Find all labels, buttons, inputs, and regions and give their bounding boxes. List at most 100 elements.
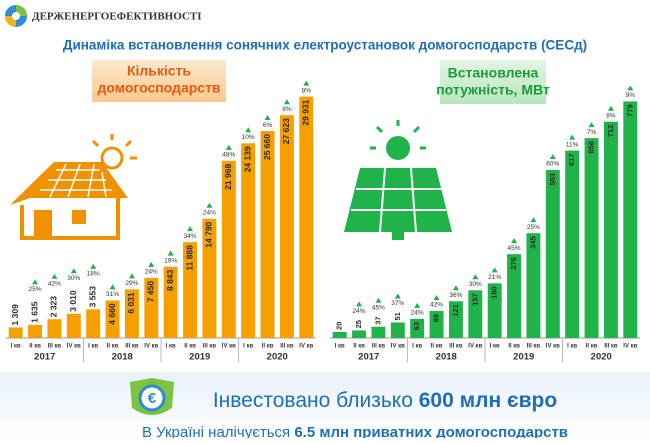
growth-label: 45% [508,245,521,252]
bar [260,131,275,338]
bar [603,121,618,338]
chart-title: Кількість [127,63,191,79]
x-tick-label: I кв [88,344,98,350]
x-tick-label: III кв [449,344,463,350]
growth-arrow [511,238,518,244]
growth-label: 24% [353,308,366,315]
x-tick-label: IV кв [222,344,236,350]
bar [448,301,463,338]
bar [332,331,347,338]
value-label: 658 [587,141,596,154]
invest-prefix: Інвестовано близько [213,389,419,412]
value-label: 779 [625,104,634,117]
bar [124,289,139,338]
euro-logo: € [130,378,174,415]
growth-label: 25% [527,224,540,231]
value-label: 89 [432,314,441,322]
value-label: 24 139 [242,146,252,172]
growth-arrow [167,250,174,256]
growth-arrow [375,297,382,303]
growth-label: 24% [411,310,424,317]
bar [86,309,101,338]
value-label: 276 [509,257,518,270]
value-label: 7 450 [146,281,156,303]
bar [410,318,425,338]
value-label: 63 [412,322,421,330]
growth-arrow [148,261,155,267]
bar [468,290,483,338]
growth-label: 48% [222,152,235,159]
growth-label: 60% [546,161,559,168]
value-label: 157 [470,293,479,306]
bar [545,170,560,338]
x-tick-label: I кв [166,344,176,350]
x-tick-label: I кв [567,344,577,350]
chart-title: домогосподарств [97,80,220,96]
bar [623,101,638,338]
bar [507,254,522,338]
bar [28,324,43,338]
bar [241,143,256,338]
value-label: 6 031 [126,292,136,314]
org-name: ДЕРЖЕНЕРГОЕФЕКТИВНОСТІ [32,11,201,23]
growth-arrow [225,144,232,150]
value-label: 51 [393,312,402,320]
x-tick-label: IV кв [299,344,313,350]
year-label: 2017 [358,352,379,363]
growth-label: 24% [203,209,216,216]
value-label: 553 [548,173,557,186]
growth-label: 45% [372,304,385,311]
bar [66,313,81,338]
page-title: Динаміка встановлення сонячних електроус… [63,38,587,53]
bar [565,150,580,338]
x-tick-label: III кв [125,344,139,350]
growth-arrow [109,284,116,290]
bar [584,138,599,338]
year-label: 2020 [591,352,612,363]
value-label: 20 [335,322,344,330]
value-label: 25 660 [262,134,272,160]
x-tick-label: II кв [431,344,443,350]
x-tick-label: II кв [508,344,520,350]
value-label: 3 553 [87,286,97,308]
growth-label: 25% [29,286,42,293]
growth-label: 42% [430,302,443,309]
x-tick-label: IV кв [391,344,405,350]
growth-arrow [187,226,194,232]
house-icon [10,134,137,240]
growth-arrow [433,294,440,300]
growth-arrow [414,302,421,308]
x-tick-label: III кв [604,344,618,350]
growth-label: 30% [67,275,80,282]
bar [47,319,62,338]
growth-label: 8% [282,106,292,113]
bar [8,327,23,338]
growth-label: 24% [145,269,158,276]
x-tick-label: II кв [353,344,365,350]
footer-band [0,372,650,438]
x-tick-label: II кв [107,344,119,350]
solar-icon [344,120,452,240]
value-label: 180 [490,286,499,299]
growth-arrow [627,85,634,91]
title-box [92,60,226,102]
growth-arrow [264,115,271,121]
bar [390,322,405,338]
x-tick-label: III кв [280,344,294,350]
growth-label: 42% [48,280,61,287]
growth-arrow [452,285,459,291]
growth-label: 19% [164,257,177,264]
bar [202,218,217,338]
value-label: 4 660 [107,303,117,325]
growth-arrow [491,267,498,273]
value-label: 27 623 [281,118,291,144]
growth-arrow [394,293,401,299]
growth-arrow [549,154,556,160]
growth-arrow [90,263,97,269]
year-label: 2020 [267,352,288,363]
growth-label: 37% [391,300,404,307]
growth-label: 11% [566,141,579,148]
x-tick-label: IV кв [67,344,81,350]
